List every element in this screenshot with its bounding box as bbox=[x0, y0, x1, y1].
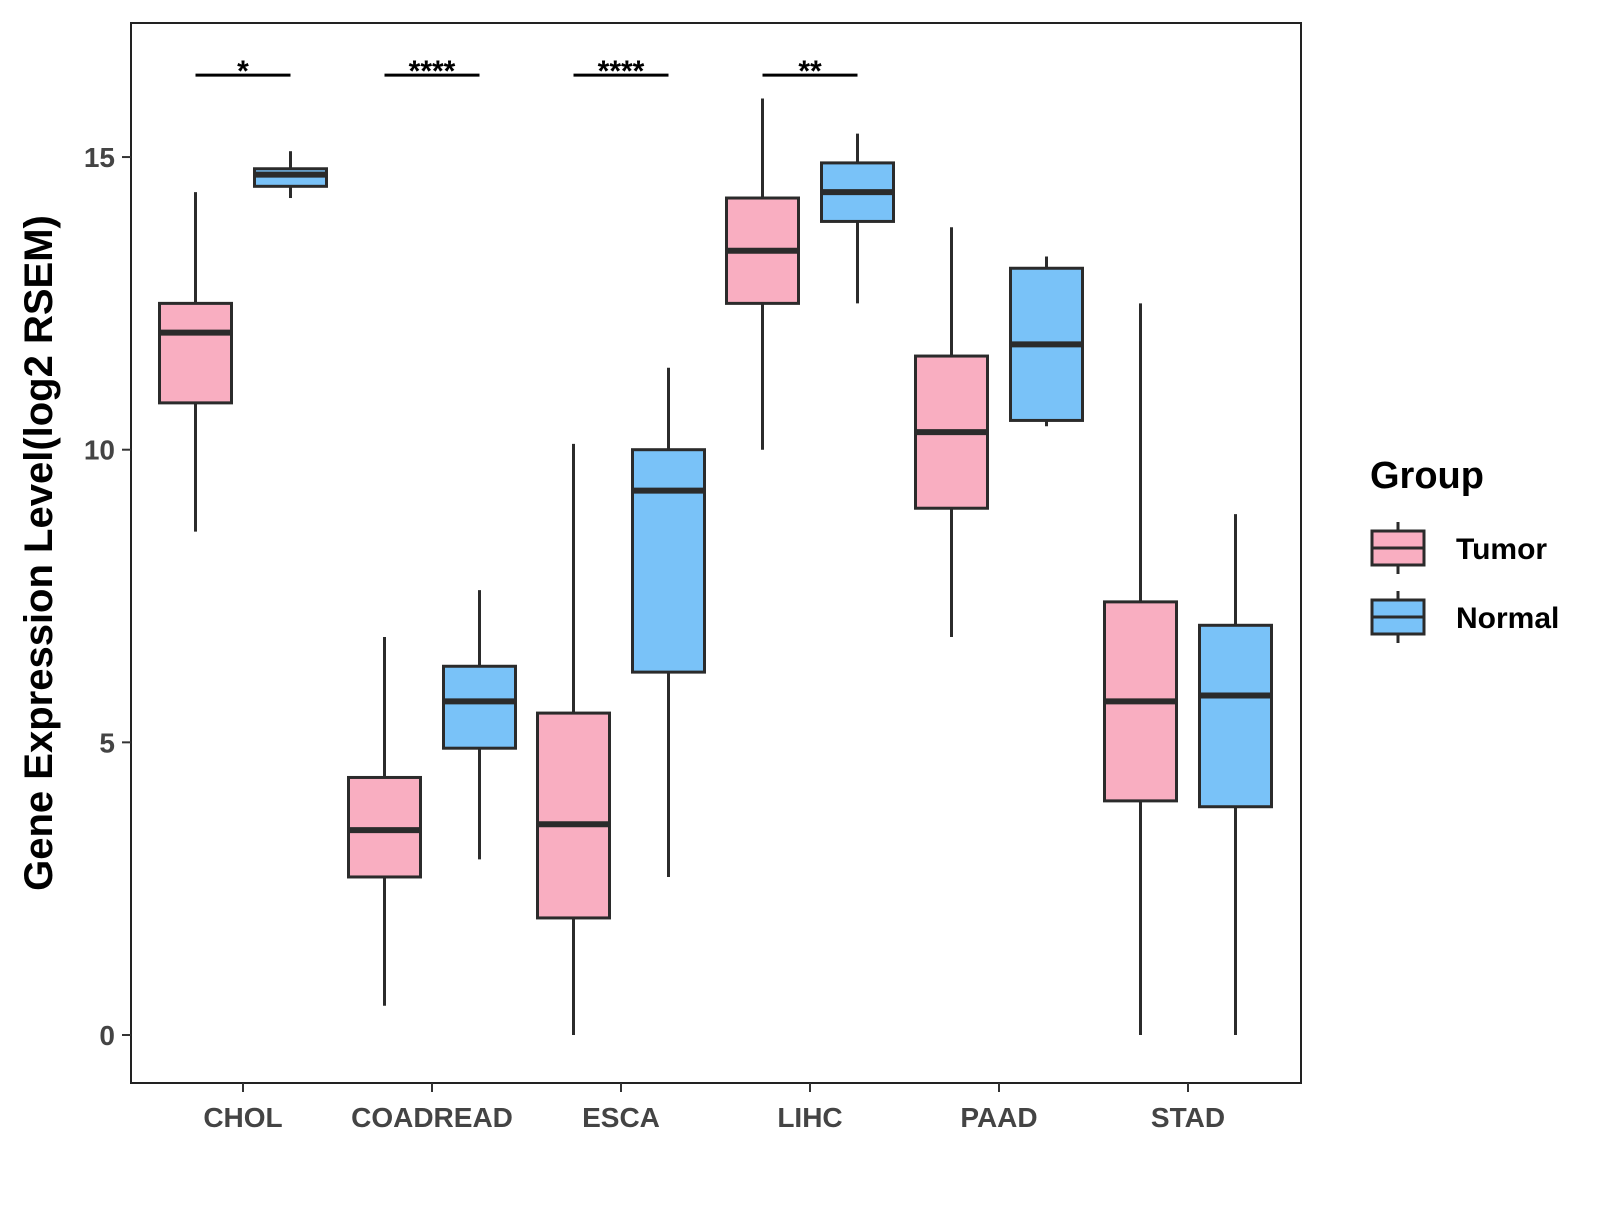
plot-panel-border bbox=[130, 22, 1302, 1084]
box-tumor-esca bbox=[536, 711, 611, 920]
legend: Group Tumor Normal bbox=[1370, 455, 1559, 643]
x-tick-label-chol: CHOL bbox=[203, 1102, 282, 1133]
x-tick-label-stad: STAD bbox=[1151, 1102, 1225, 1133]
box-normal-stad bbox=[1198, 623, 1273, 809]
axes-layer: 0 5 10 15 CHOL COADREAD ESCA LIHC PAAD STAD bbox=[84, 142, 1225, 1133]
y-tick-label-5: 5 bbox=[99, 727, 115, 758]
box-normal-coadread bbox=[442, 664, 517, 750]
x-tick-label-coadread: COADREAD bbox=[351, 1102, 513, 1133]
y-axis-title: Gene Expression Level(log2 RSEM) bbox=[17, 215, 61, 891]
significance-label-chol: * bbox=[237, 55, 249, 88]
significance-label-lihc: ** bbox=[798, 55, 822, 88]
y-tick-label-15: 15 bbox=[84, 142, 115, 173]
x-tick-label-lihc: LIHC bbox=[777, 1102, 842, 1133]
x-tick-label-esca: ESCA bbox=[582, 1102, 660, 1133]
significance-label-esca: **** bbox=[598, 55, 645, 88]
legend-label-normal: Normal bbox=[1456, 602, 1559, 635]
y-tick-label-0: 0 bbox=[99, 1020, 115, 1051]
legend-title: Group bbox=[1370, 455, 1484, 497]
y-tick-label-10: 10 bbox=[84, 435, 115, 466]
significance-label-coadread: **** bbox=[409, 55, 456, 88]
legend-label-tumor: Tumor bbox=[1456, 533, 1547, 566]
x-tick-label-paad: PAAD bbox=[960, 1102, 1037, 1133]
marks-layer: * **** **** ** bbox=[158, 55, 1273, 1035]
box-tumor-chol bbox=[158, 301, 233, 405]
box-normal-esca bbox=[631, 448, 706, 674]
